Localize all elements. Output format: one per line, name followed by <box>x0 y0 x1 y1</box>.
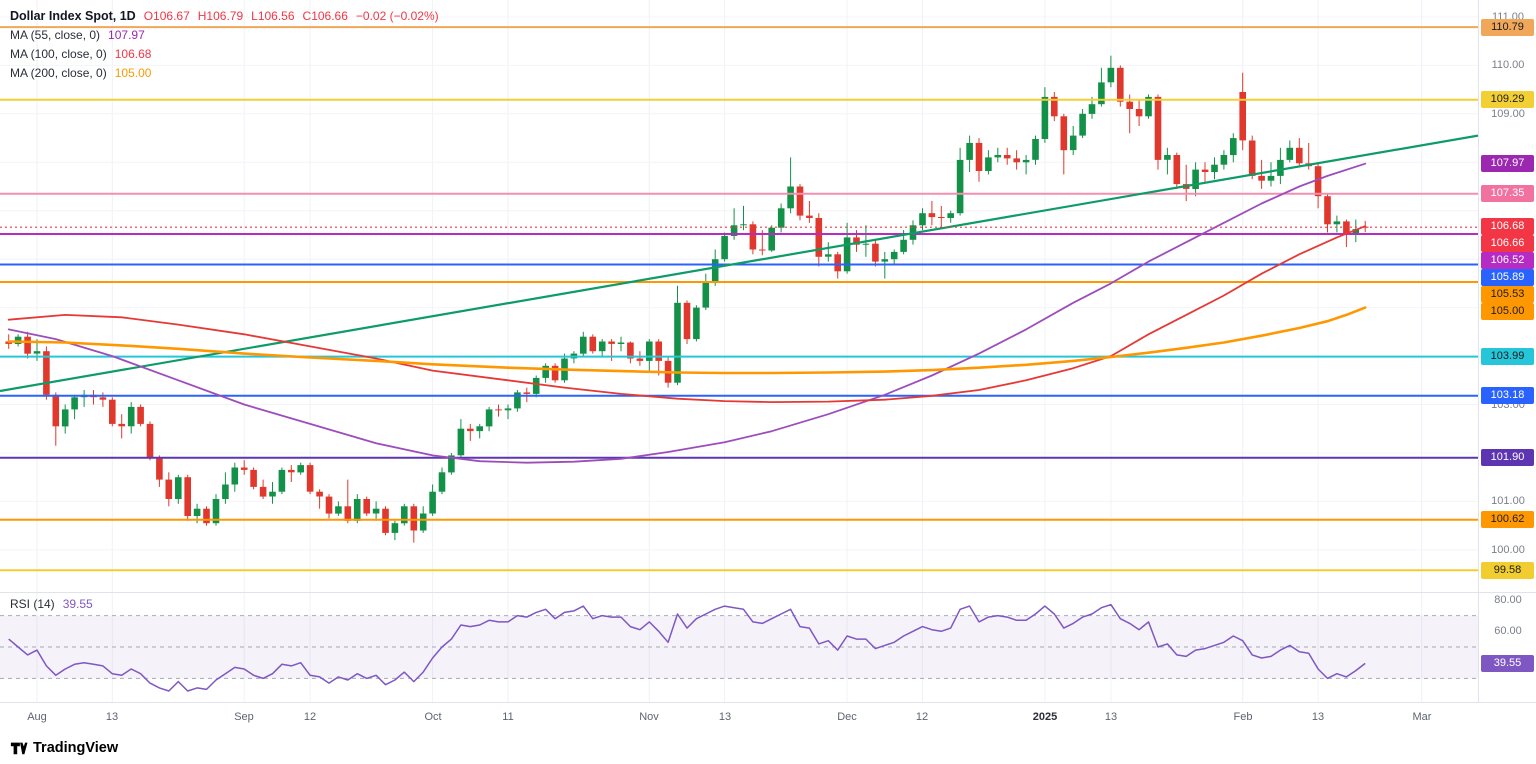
time-axis-label-11: 11 <box>502 711 514 723</box>
indicator-legend-ma55[interactable]: MA (55, close, 0) 107.97 <box>10 25 439 44</box>
indicator-legend-ma200[interactable]: MA (200, close, 0) 105.00 <box>10 63 439 82</box>
time-axis-label-12: 12 <box>303 711 317 723</box>
price-badge-103.99: 103.99 <box>1481 348 1534 366</box>
time-axis-label-Mar: Mar <box>1412 711 1432 723</box>
price-axis-tick: 101.00 <box>1491 495 1525 508</box>
price-badge-101.90: 101.90 <box>1481 449 1534 467</box>
chart-legend: Dollar Index Spot, 1D O106.67 H106.79 L1… <box>10 6 439 82</box>
pane-separator[interactable] <box>0 592 1536 593</box>
price-axis-tick: 110.00 <box>1491 59 1525 72</box>
price-badge-106.52: 106.52 <box>1481 251 1534 269</box>
ohlc-low: L106.56 <box>251 8 295 23</box>
price-badge-105.00: 105.00 <box>1481 302 1534 320</box>
tradingview-logo-icon <box>10 739 28 757</box>
time-axis-label-Dec: Dec <box>837 711 857 723</box>
price-badge-106.68: 106.68 <box>1481 217 1534 235</box>
time-axis-label-Feb: Feb <box>1233 711 1253 723</box>
ohlc-high: H106.79 <box>197 8 244 23</box>
time-axis-label-Nov: Nov <box>639 711 659 723</box>
price-chart-pane[interactable] <box>0 0 1478 592</box>
rsi-pane[interactable] <box>0 592 1478 702</box>
time-axis-label-Aug: Aug <box>27 711 47 723</box>
indicator-value: 105.00 <box>114 65 152 80</box>
time-axis-label-Oct: Oct <box>424 711 442 723</box>
rsi-value: 39.55 <box>62 597 93 611</box>
indicator-label: MA (55, close, 0) <box>10 27 101 42</box>
price-badge-110.79: 110.79 <box>1481 18 1534 36</box>
price-badge-105.53: 105.53 <box>1481 285 1534 303</box>
price-axis-tick: 60.00 <box>1494 625 1522 638</box>
indicator-value: 106.68 <box>114 46 152 61</box>
indicator-value: 107.97 <box>108 27 145 42</box>
rsi-legend-row[interactable]: RSI (14) 39.55 <box>10 597 93 611</box>
symbol-title[interactable]: Dollar Index Spot, 1D <box>10 8 136 23</box>
price-badge-105.89: 105.89 <box>1481 268 1534 286</box>
symbol-legend-row[interactable]: Dollar Index Spot, 1D O106.67 H106.79 L1… <box>10 6 439 25</box>
price-axis-tick: 109.00 <box>1491 107 1525 120</box>
price-badge-109.29: 109.29 <box>1481 91 1534 109</box>
price-badge-107.97: 107.97 <box>1481 155 1534 173</box>
time-axis-label-13: 13 <box>1104 711 1118 723</box>
time-axis-label-13: 13 <box>1311 711 1325 723</box>
price-badge-99.58: 99.58 <box>1481 561 1534 579</box>
ohlc-change: −0.02 (−0.02%) <box>355 8 439 23</box>
price-badge-106.66: 106.66 <box>1481 234 1534 252</box>
price-axis-tick: 80.00 <box>1494 593 1522 606</box>
tradingview-wordmark: TradingView <box>33 740 119 756</box>
indicator-label: MA (100, close, 0) <box>10 46 107 61</box>
time-axis-label-Sep: Sep <box>234 711 254 723</box>
rsi-badge: 39.55 <box>1481 654 1534 672</box>
indicator-label: MA (200, close, 0) <box>10 65 107 80</box>
ohlc-close: C106.66 <box>302 8 348 23</box>
price-axis[interactable]: 111.00 110.00 109.00 103.00 101.00 100.00 80.0… <box>1478 0 1536 702</box>
ohlc-open: O106.67 <box>143 8 190 23</box>
time-axis-label-13: 13 <box>718 711 732 723</box>
time-axis-label-13: 13 <box>105 711 119 723</box>
time-axis-label-12: 12 <box>915 711 929 723</box>
time-axis[interactable]: Aug 13 Sep 12 Oct 11 Nov 13 Dec 12 2025 13 Feb 13 Mar <box>0 702 1536 733</box>
price-badge-107.35: 107.35 <box>1481 185 1534 203</box>
price-badge-100.62: 100.62 <box>1481 511 1534 529</box>
indicator-legend-ma100[interactable]: MA (100, close, 0) 106.68 <box>10 44 439 63</box>
price-axis-tick: 100.00 <box>1491 543 1525 556</box>
rsi-label: RSI (14) <box>10 597 55 611</box>
time-axis-label-2025: 2025 <box>1032 711 1058 723</box>
price-badge-103.18: 103.18 <box>1481 387 1534 405</box>
tradingview-watermark[interactable]: TradingView <box>10 739 118 757</box>
